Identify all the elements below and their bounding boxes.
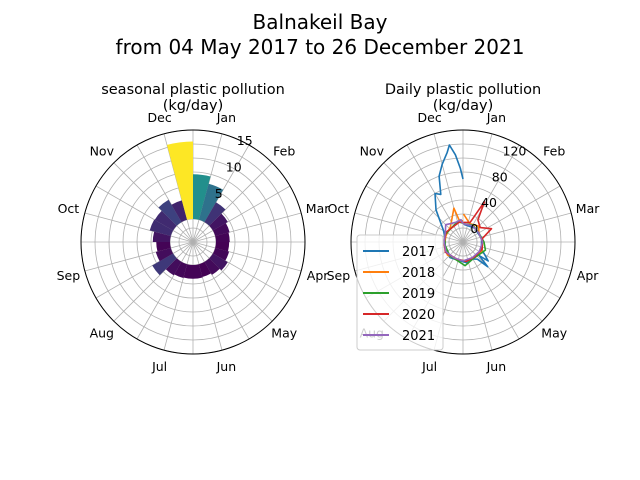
seasonal-month-label-mar: Mar: [306, 201, 330, 216]
figure-title-line2: from 04 May 2017 to 26 December 2021: [116, 35, 525, 59]
daily-radial-tick-label: 0: [470, 221, 478, 236]
daily-legend-label-2017: 2017: [402, 245, 435, 260]
seasonal-bar: [156, 242, 171, 252]
seasonal-radial-tick-label: 5: [215, 186, 223, 201]
seasonal-bar: [174, 261, 188, 279]
daily-radial-tick-label: 40: [481, 195, 497, 210]
seasonal-bar: [215, 242, 230, 252]
seasonal-bar: [204, 258, 220, 275]
daily-series-line-2021: [443, 218, 484, 262]
daily-axis-labels: JanFebMarAprMayJunJulAugSepOctNovDec0408…: [327, 110, 601, 374]
daily-month-label-oct: Oct: [328, 201, 350, 216]
seasonal-outer-spine: [80, 129, 306, 355]
seasonal-month-label-oct: Oct: [58, 201, 80, 216]
seasonal-month-label-jun: Jun: [216, 359, 237, 374]
daily-month-label-sep: Sep: [327, 268, 351, 283]
daily-series-lines: [434, 144, 493, 268]
daily-outer-spine: [350, 129, 576, 355]
seasonal-month-label-jan: Jan: [216, 110, 236, 125]
seasonal-axis-labels: Jan Feb Mar Apr May Jun Jul Aug Sep Oct Nov Dec 510 1…: [57, 110, 331, 374]
daily-month-label-mar: Mar: [576, 201, 600, 216]
seasonal-radial-tick-label: 15: [237, 133, 253, 148]
daily-legend-label-2018: 2018: [402, 266, 435, 281]
seasonal-bar: [183, 264, 193, 279]
seasonal-bar: [193, 174, 211, 220]
seasonal-bar: [212, 247, 230, 261]
seasonal-month-label-dec: Dec: [148, 110, 172, 125]
daily-legend-box: [356, 234, 444, 351]
daily-chart-title-line2: (kg/day): [433, 98, 493, 114]
seasonal-month-label-nov: Nov: [90, 143, 115, 158]
seasonal-chart-title-line1: seasonal plastic pollution: [101, 82, 285, 98]
daily-month-label-jun: Jun: [486, 359, 507, 374]
seasonal-bar: [198, 183, 224, 223]
daily-radial-tick-label: 80: [492, 169, 508, 184]
seasonal-bar: [149, 219, 174, 237]
seasonal-month-label-feb: Feb: [273, 143, 295, 158]
daily-month-label-apr: Apr: [577, 268, 599, 283]
seasonal-bar: [152, 231, 171, 242]
seasonal-bar: [152, 253, 177, 276]
seasonal-bar: [158, 199, 182, 226]
seasonal-bar: [209, 253, 228, 271]
seasonal-bar: [166, 141, 193, 220]
daily-legend: 2017 2018 2019 2020 2021: [356, 234, 444, 351]
daily-legend-label-2019: 2019: [402, 287, 435, 302]
seasonal-ring: [178, 227, 208, 257]
seasonal-month-label-apr: Apr: [307, 268, 329, 283]
daily-radial-tick-label: 120: [503, 143, 527, 158]
seasonal-bar: [165, 258, 182, 276]
seasonal-month-label-aug: Aug: [90, 326, 114, 341]
daily-month-label-feb: Feb: [543, 143, 565, 158]
daily-month-label-jan: Jan: [486, 110, 506, 125]
seasonal-bar: [204, 202, 226, 226]
seasonal-bar: [171, 200, 188, 223]
daily-month-label-may: May: [541, 326, 567, 341]
seasonal-polar-chart: seasonal plastic pollution (kg/day) Jan F…: [57, 82, 331, 374]
seasonal-bar: [209, 213, 228, 231]
daily-polar-chart: Daily plastic pollution (kg/day) Jan Feb M…: [327, 82, 601, 374]
seasonal-bar: [155, 247, 174, 262]
daily-legend-label-2020: 2020: [402, 308, 435, 323]
seasonal-month-label-may: May: [271, 326, 297, 341]
seasonal-month-label-sep: Sep: [57, 268, 81, 283]
daily-month-label-nov: Nov: [360, 143, 385, 158]
seasonal-bars: [149, 141, 230, 279]
seasonal-chart-title-line2: (kg/day): [163, 98, 223, 114]
seasonal-bar: [198, 261, 212, 277]
daily-month-label-jul: Jul: [421, 359, 437, 374]
daily-month-label-dec: Dec: [418, 110, 442, 125]
seasonal-bar: [154, 210, 177, 231]
seasonal-bar: [212, 223, 230, 237]
seasonal-bar: [215, 232, 230, 242]
daily-zero-ring: [448, 227, 478, 257]
daily-legend-label-2021: 2021: [402, 329, 435, 344]
daily-series-line-2020: [443, 201, 493, 263]
seasonal-radial-tick-label: 10: [226, 160, 242, 175]
seasonal-bar: [193, 264, 203, 279]
figure-title-line1: Balnakeil Bay: [253, 10, 388, 34]
daily-chart-title-line1: Daily plastic pollution: [385, 82, 541, 98]
seasonal-month-label-jul: Jul: [151, 359, 167, 374]
